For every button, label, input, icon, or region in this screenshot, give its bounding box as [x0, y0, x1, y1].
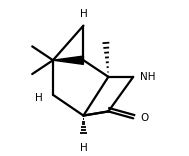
Polygon shape [53, 56, 83, 64]
Text: H: H [80, 143, 87, 153]
Text: O: O [140, 113, 148, 123]
Text: H: H [80, 9, 87, 19]
Text: H: H [35, 93, 43, 103]
Text: NH: NH [140, 72, 156, 82]
